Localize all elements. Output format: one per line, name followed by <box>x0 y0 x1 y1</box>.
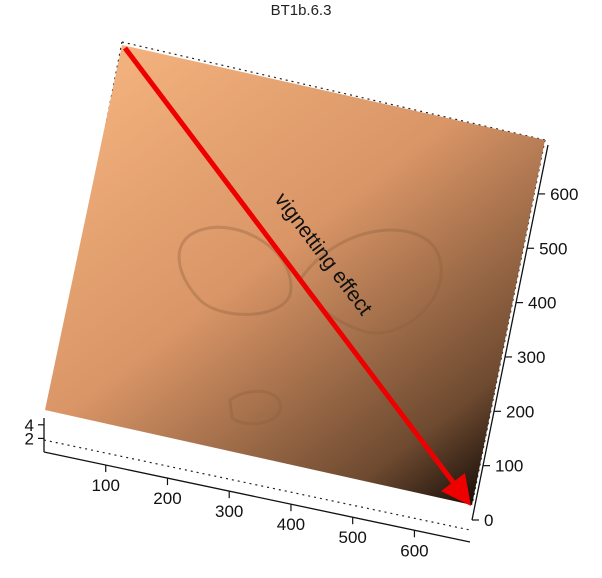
feature-loop-right <box>298 228 443 335</box>
x-axis-line <box>43 451 471 543</box>
x-axis-ticks: 100 200 300 400 500 600 <box>92 465 429 560</box>
vignetting-arrow <box>123 46 472 506</box>
y-tick-label-5: 500 <box>539 239 567 258</box>
frame-floor-left <box>43 439 471 531</box>
z-tick-label-1: 4 <box>25 416 34 435</box>
frame-top-edge <box>121 41 546 141</box>
y-axis-line <box>471 144 549 521</box>
z-axis-ticks: 24 <box>25 416 44 448</box>
z-tick-label-0: 2 <box>25 429 34 448</box>
feature-loop-left <box>177 225 293 316</box>
y-tick-label-0: 0 <box>484 511 493 530</box>
x-tick-label-5: 600 <box>400 541 428 560</box>
feature-blob-bottom <box>228 389 282 426</box>
y-tick-label-4: 400 <box>528 294 556 313</box>
y-tick-label-3: 300 <box>517 348 545 367</box>
x-tick-label-4: 500 <box>339 528 367 547</box>
y-axis-ticks: 0 100 200 300 400 500 600 <box>472 185 578 530</box>
y-tick-label-2: 200 <box>506 402 534 421</box>
y-tick-label-6: 600 <box>550 185 578 204</box>
axes <box>43 144 549 543</box>
surface-features <box>177 225 443 426</box>
y-tick-label-1: 100 <box>495 457 523 476</box>
x-tick-label-3: 400 <box>277 515 305 534</box>
x-tick-label-2: 300 <box>215 502 243 521</box>
x-tick-label-0: 100 <box>92 476 120 495</box>
chart-title: BT1b.6.3 <box>270 2 332 19</box>
x-tick-label-1: 200 <box>153 489 181 508</box>
